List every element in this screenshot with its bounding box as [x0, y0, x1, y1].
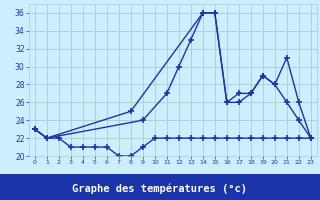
Text: Graphe des températures (°c): Graphe des températures (°c) [73, 183, 247, 194]
